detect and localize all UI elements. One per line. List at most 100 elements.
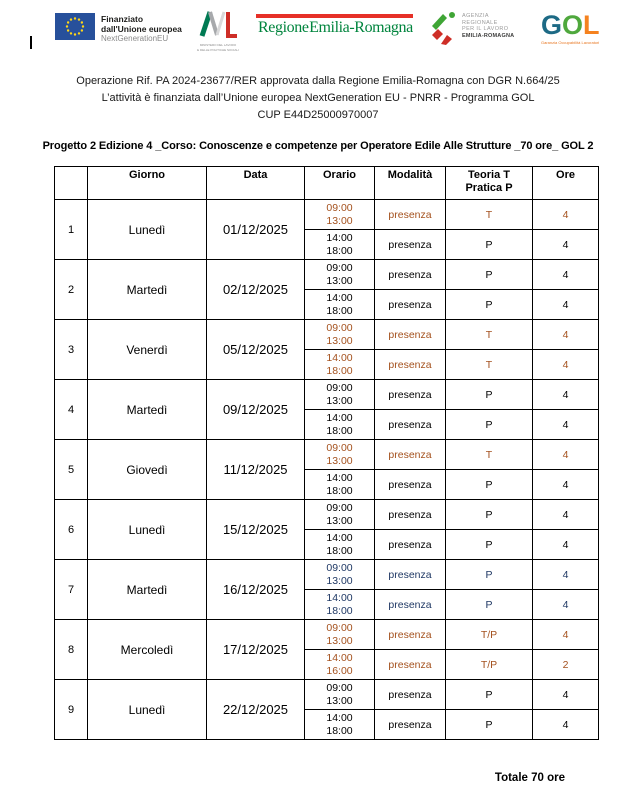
regione-emilia-romagna-logo: Regione Emilia-Romagna — [254, 13, 413, 37]
modality-cell: presenza — [374, 259, 446, 290]
schedule-row-slot1: 7 Martedì 16/12/2025 09:00 13:00 presenz… — [54, 559, 599, 620]
time-cell: 09:00 13:00 — [304, 319, 375, 350]
date-cell: 01/12/2025 — [206, 199, 305, 260]
day-cell: Martedì — [87, 259, 207, 320]
time-cell: 09:00 13:00 — [304, 559, 375, 590]
schedule-row-slot1: 6 Lunedì 15/12/2025 09:00 13:00 presenza… — [54, 499, 599, 560]
time-cell: 14:00 18:00 — [304, 229, 375, 260]
agenzia-figure-icon — [432, 12, 455, 45]
theory-practice-cell: P — [445, 259, 533, 290]
date-cell: 05/12/2025 — [206, 319, 305, 380]
modality-cell: presenza — [374, 289, 446, 320]
time-start: 14:00 — [326, 471, 353, 484]
time-cell: 14:00 18:00 — [304, 289, 375, 320]
ministero-lavoro-logo: MINISTERO DEL LAVORO E DELLE POLITICHE S… — [190, 9, 246, 52]
time-start: 14:00 — [326, 531, 353, 544]
time-cell: 09:00 13:00 — [304, 199, 375, 230]
schedule-row-slot2: 14:00 18:00 presenza P 4 — [55, 589, 599, 620]
theory-practice-cell: P — [445, 469, 533, 500]
agenzia-logo-text: AGENZIA REGIONALE PER IL LAVORO EMILIA-R… — [462, 11, 514, 39]
time-end: 18:00 — [326, 424, 353, 437]
theory-practice-cell: T — [445, 319, 533, 350]
schedule-body: 1 Lunedì 01/12/2025 09:00 13:00 presenza… — [54, 199, 599, 740]
agenzia-line1: AGENZIA — [462, 13, 489, 19]
header-num — [54, 166, 88, 200]
ministero-caption-line2: E DELLE POLITICHE SOCIALI — [197, 47, 239, 52]
schedule-table: Giorno Data Orario Modalità Teoria T Pra… — [54, 166, 599, 740]
schedule-row-slot1: 4 Martedì 09/12/2025 09:00 13:00 presenz… — [54, 379, 599, 440]
hours-cell: 2 — [532, 649, 599, 680]
time-cell: 09:00 13:00 — [304, 679, 375, 710]
time-end: 13:00 — [326, 214, 353, 227]
time-start: 14:00 — [326, 351, 353, 364]
time-end: 18:00 — [326, 544, 353, 557]
schedule-row-slot2: 14:00 16:00 presenza T/P 2 — [55, 649, 599, 680]
gol-subtext: Garanzia Occupabilità Lavoratori — [541, 40, 600, 45]
schedule-row-slot2: 14:00 18:00 presenza P 4 — [55, 709, 599, 740]
modality-cell: presenza — [374, 409, 446, 440]
hours-cell: 4 — [532, 589, 599, 620]
modality-cell: presenza — [374, 709, 446, 740]
time-cell: 14:00 16:00 — [304, 649, 375, 680]
modality-cell: presenza — [374, 439, 446, 470]
hours-cell: 4 — [532, 619, 599, 650]
time-cell: 09:00 13:00 — [304, 439, 375, 470]
time-end: 13:00 — [326, 334, 353, 347]
time-end: 18:00 — [326, 244, 353, 257]
hours-cell: 4 — [532, 559, 599, 590]
theory-practice-cell: P — [445, 679, 533, 710]
theory-practice-cell: T — [445, 199, 533, 230]
time-end: 18:00 — [326, 484, 353, 497]
hours-cell: 4 — [532, 469, 599, 500]
row-number-cell: 1 — [54, 199, 88, 260]
theory-practice-cell: P — [445, 379, 533, 410]
time-start: 09:00 — [326, 381, 353, 394]
schedule-row-slot2: 14:00 18:00 presenza P 4 — [55, 529, 599, 560]
schedule-row-slot2: 14:00 18:00 presenza P 4 — [55, 469, 599, 500]
date-cell: 22/12/2025 — [206, 679, 305, 740]
hours-cell: 4 — [532, 409, 599, 440]
theory-practice-cell: P — [445, 559, 533, 590]
hours-cell: 4 — [532, 199, 599, 230]
row-number-cell: 4 — [54, 379, 88, 440]
hours-cell: 4 — [532, 229, 599, 260]
text-cursor-mark — [30, 36, 32, 49]
eu-logo-line3: NextGenerationEU — [101, 34, 169, 43]
time-end: 18:00 — [326, 364, 353, 377]
hours-cell: 4 — [532, 439, 599, 470]
row-number-cell: 2 — [54, 259, 88, 320]
eu-logo-line1: Finanziato — [101, 14, 144, 24]
time-end: 16:00 — [326, 664, 353, 677]
hours-cell: 4 — [532, 289, 599, 320]
header-teoria-pratica: Teoria T Pratica P — [445, 166, 533, 200]
time-cell: 14:00 18:00 — [304, 529, 375, 560]
date-cell: 16/12/2025 — [206, 559, 305, 620]
schedule-row-slot1: 8 Mercoledì 17/12/2025 09:00 13:00 prese… — [54, 619, 599, 680]
modality-cell: presenza — [374, 349, 446, 380]
intro-line1: Operazione Rif. PA 2024-23677/RER approv… — [76, 75, 560, 87]
hours-cell: 4 — [532, 709, 599, 740]
header-modalita: Modalità — [374, 166, 446, 200]
theory-practice-cell: P — [445, 709, 533, 740]
schedule-row-slot2: 14:00 18:00 presenza T 4 — [55, 349, 599, 380]
theory-practice-cell: P — [445, 499, 533, 530]
day-cell: Mercoledì — [87, 619, 207, 680]
time-start: 09:00 — [326, 501, 353, 514]
modality-cell: presenza — [374, 199, 446, 230]
time-start: 09:00 — [326, 261, 353, 274]
eu-logo-line2: dall'Unione europea — [101, 24, 182, 34]
day-cell: Giovedì — [87, 439, 207, 500]
ministero-caption-line1: MINISTERO DEL LAVORO — [199, 43, 237, 47]
day-cell: Lunedì — [87, 199, 207, 260]
gol-letter-o: O — [562, 10, 584, 40]
hours-cell: 4 — [532, 679, 599, 710]
theory-practice-cell: P — [445, 589, 533, 620]
time-start: 14:00 — [326, 591, 353, 604]
hours-cell: 4 — [532, 349, 599, 380]
time-start: 09:00 — [326, 621, 353, 634]
agenzia-lavoro-logo: AGENZIA REGIONALE PER IL LAVORO EMILIA-R… — [429, 11, 514, 45]
agenzia-line2: REGIONALE — [462, 19, 498, 26]
header-giorno: Giorno — [87, 166, 207, 200]
regione-red-bar — [256, 14, 413, 18]
